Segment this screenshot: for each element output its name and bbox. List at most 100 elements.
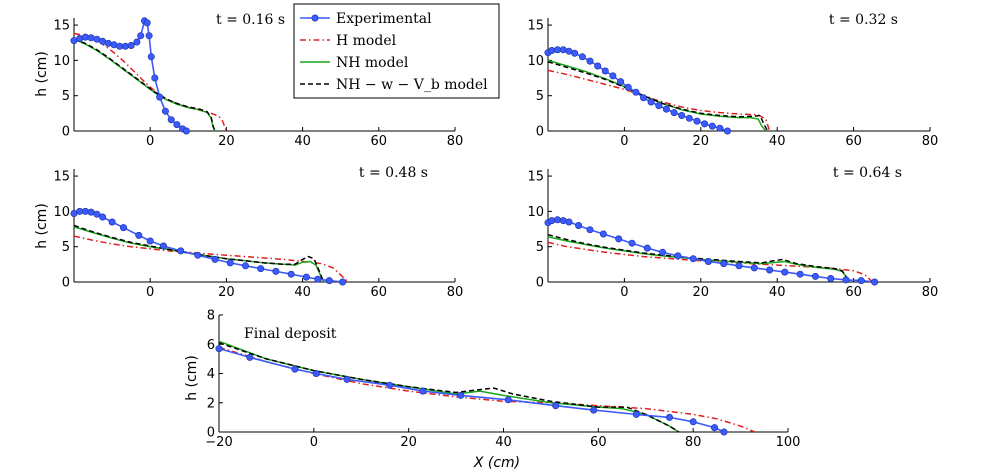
data-point [827, 274, 835, 282]
data-point [291, 365, 299, 373]
data-point [314, 275, 322, 283]
y-tick-label: 6 [207, 338, 215, 353]
data-point [160, 242, 168, 250]
data-point [548, 217, 556, 225]
data-point [343, 375, 351, 383]
series-line-nhw [548, 233, 851, 282]
series-line-exp [219, 347, 725, 432]
data-point [87, 34, 95, 42]
y-tick-label: 4 [207, 367, 215, 382]
panel-title: t = 0.48 s [359, 165, 428, 181]
y-axis-label: h (cm) [34, 51, 50, 97]
y-tick-label: 10 [527, 54, 544, 69]
data-point [716, 124, 724, 132]
legend-label: Experimental [336, 11, 432, 27]
y-tick-label: 5 [62, 89, 70, 104]
data-point [685, 114, 693, 122]
data-point [81, 33, 89, 41]
data-point [108, 218, 116, 226]
x-tick-label: 40 [769, 285, 786, 300]
series-line-nhw [219, 342, 680, 432]
y-tick-label: 15 [53, 19, 70, 34]
x-tick-label: 20 [400, 435, 417, 450]
data-point [571, 49, 579, 57]
data-point [177, 247, 185, 255]
data-point [857, 277, 865, 285]
data-point [93, 210, 101, 218]
x-tick-label: 60 [371, 285, 388, 300]
x-tick-label: 80 [447, 134, 464, 149]
data-point [701, 120, 709, 128]
x-tick-label: 40 [294, 134, 311, 149]
y-tick-label: 8 [207, 309, 215, 324]
data-point [647, 98, 655, 106]
data-point [173, 121, 181, 129]
panel-title: t = 0.32 s [829, 12, 898, 28]
x-tick-label: 40 [294, 285, 311, 300]
x-tick-label: 60 [590, 435, 607, 450]
data-point [211, 255, 219, 263]
legend-item-nhw: NH − w − V_b model [300, 77, 488, 93]
legend-item-h: H model [300, 33, 397, 49]
chart-panel-4: 0 20 40 60 80 0 5 10 15 t = 0.64 s [527, 165, 938, 300]
y-tick-label: 5 [62, 240, 70, 255]
data-point [242, 262, 250, 270]
data-point [723, 127, 731, 135]
panel-title: t = 0.16 s [216, 12, 285, 28]
data-point [678, 112, 686, 120]
data-point [615, 235, 623, 243]
data-point [120, 224, 128, 232]
x-tick-label: 100 [776, 435, 801, 450]
data-point [632, 410, 640, 418]
data-point [796, 270, 804, 278]
data-point [194, 251, 202, 259]
series-line-nh [219, 340, 680, 432]
data-point [161, 107, 169, 115]
data-point [151, 74, 159, 82]
data-point [127, 41, 135, 49]
y-tick-label: 0 [62, 276, 70, 291]
x-tick-label: 80 [685, 435, 702, 450]
data-point [659, 248, 667, 256]
data-point [325, 277, 333, 285]
data-point [553, 46, 561, 54]
data-point [143, 19, 151, 27]
data-point [147, 53, 155, 61]
chart-panel-3: 0 20 40 60 80 0 5 10 15 h (cm) t = 0.48 s [34, 165, 463, 300]
data-point [559, 217, 567, 225]
data-point [842, 276, 850, 284]
y-axis-label: h (cm) [184, 355, 200, 401]
series-line-nhw [74, 38, 216, 131]
data-point [565, 218, 573, 226]
series-line-nhw [548, 61, 769, 131]
legend: Experimental H model NH model NH − w − V_b … [293, 3, 500, 99]
data-point [578, 53, 586, 61]
x-tick-label: −20 [205, 435, 232, 450]
y-tick-label: 0 [62, 125, 70, 140]
x-tick-label: 80 [447, 285, 464, 300]
y-tick-label: 10 [53, 205, 70, 220]
data-point [811, 272, 819, 280]
data-point [750, 264, 758, 272]
x-tick-label: 40 [769, 134, 786, 149]
legend-item-exp: Experimental [300, 11, 432, 27]
x-tick-label: 40 [495, 435, 512, 450]
data-point [553, 216, 561, 224]
x-tick-label: 20 [693, 134, 710, 149]
data-point [674, 252, 682, 260]
y-tick-label: 15 [527, 19, 544, 34]
data-point [639, 94, 647, 102]
x-tick-label: 60 [371, 134, 388, 149]
legend-label: NH − w − V_b model [336, 77, 488, 93]
data-point [302, 273, 310, 281]
data-point [246, 353, 254, 361]
series-line-nh [74, 226, 325, 282]
data-point [617, 78, 625, 86]
x-tick-label: 0 [146, 285, 154, 300]
data-point [670, 109, 678, 117]
series-line-nhw [74, 224, 325, 282]
data-point [504, 396, 512, 404]
data-point [720, 428, 728, 436]
